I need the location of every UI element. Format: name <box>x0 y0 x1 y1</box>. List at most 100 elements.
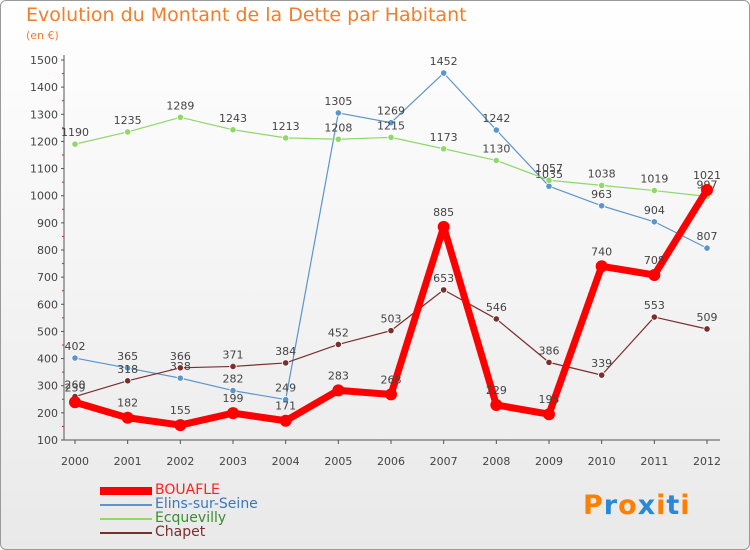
legend-swatch <box>100 518 152 520</box>
data-point-chapet <box>124 378 130 384</box>
x-tick-label: 2008 <box>482 455 510 468</box>
x-tick-label: 2007 <box>430 455 458 468</box>
data-point-elins-sur-seine <box>72 355 78 361</box>
data-point-bouafle <box>438 221 450 233</box>
legend-swatch <box>100 504 152 506</box>
y-tick-label: 1000 <box>30 190 58 203</box>
data-label-ecquevilly: 1057 <box>535 162 563 175</box>
data-label-bouafle: 239 <box>65 381 86 394</box>
data-label-chapet: 553 <box>644 299 665 312</box>
data-point-chapet <box>440 287 446 293</box>
data-label-ecquevilly: 1213 <box>272 120 300 133</box>
logo-letter: i <box>656 490 666 521</box>
data-point-elins-sur-seine <box>440 70 446 76</box>
y-tick-label: 400 <box>37 353 58 366</box>
x-tick-label: 2011 <box>640 455 668 468</box>
logo-letter: r <box>604 490 618 521</box>
x-tick-label: 2012 <box>693 455 721 468</box>
legend-swatch <box>100 532 152 534</box>
x-tick-label: 2006 <box>377 455 405 468</box>
data-label-elins-sur-seine: 249 <box>275 382 296 395</box>
data-point-chapet <box>651 314 657 320</box>
data-point-bouafle <box>227 407 239 419</box>
data-point-elins-sur-seine <box>651 219 657 225</box>
data-point-bouafle <box>648 269 660 281</box>
data-label-ecquevilly: 1190 <box>61 126 89 139</box>
data-point-bouafle <box>174 419 186 431</box>
data-point-chapet <box>335 341 341 347</box>
data-label-ecquevilly: 1289 <box>166 99 194 112</box>
data-point-ecquevilly <box>440 146 446 152</box>
data-label-chapet: 546 <box>486 301 507 314</box>
data-point-chapet <box>282 360 288 366</box>
logo-letter: i <box>680 490 690 521</box>
data-point-ecquevilly <box>388 134 394 140</box>
data-label-bouafle: 229 <box>486 384 507 397</box>
data-point-chapet <box>177 365 183 371</box>
data-point-bouafle <box>701 184 713 196</box>
data-label-elins-sur-seine: 963 <box>591 188 612 201</box>
y-tick-label: 1400 <box>30 81 58 94</box>
data-point-chapet <box>546 359 552 365</box>
data-point-bouafle <box>122 412 134 424</box>
data-label-elins-sur-seine: 904 <box>644 204 665 217</box>
data-label-elins-sur-seine: 1305 <box>324 95 352 108</box>
data-label-bouafle: 708 <box>644 254 665 267</box>
data-label-elins-sur-seine: 1242 <box>482 112 510 125</box>
data-point-ecquevilly <box>72 141 78 147</box>
y-tick-label: 100 <box>37 434 58 447</box>
data-label-ecquevilly: 1243 <box>219 112 247 125</box>
data-point-chapet <box>230 363 236 369</box>
data-label-elins-sur-seine: 282 <box>223 373 244 386</box>
data-point-ecquevilly <box>335 136 341 142</box>
data-label-chapet: 318 <box>117 363 138 376</box>
data-point-ecquevilly <box>651 187 657 193</box>
data-label-chapet: 509 <box>697 311 718 324</box>
y-tick-label: 800 <box>37 244 58 257</box>
data-point-ecquevilly <box>230 127 236 133</box>
data-label-chapet: 371 <box>223 348 244 361</box>
data-label-bouafle: 155 <box>170 404 191 417</box>
data-label-chapet: 384 <box>275 345 296 358</box>
data-label-elins-sur-seine: 807 <box>697 230 718 243</box>
data-point-elins-sur-seine <box>177 375 183 381</box>
data-label-bouafle: 283 <box>328 369 349 382</box>
data-label-chapet: 452 <box>328 326 349 339</box>
data-point-elins-sur-seine <box>598 203 604 209</box>
data-point-bouafle <box>385 388 397 400</box>
y-tick-label: 200 <box>37 407 58 420</box>
legend: BOUAFLE Elins-sur-Seine Ecquevilly Chapet <box>100 484 400 540</box>
data-point-bouafle <box>69 396 81 408</box>
data-point-bouafle <box>280 415 292 427</box>
logo-letter: t <box>666 490 680 521</box>
data-label-bouafle: 199 <box>223 392 244 405</box>
logo-letter: P <box>583 490 604 521</box>
legend-item: Chapet <box>100 526 400 540</box>
y-tick-label: 500 <box>37 325 58 338</box>
data-label-ecquevilly: 1208 <box>324 121 352 134</box>
data-label-chapet: 386 <box>539 344 560 357</box>
data-label-ecquevilly: 1130 <box>482 142 510 155</box>
legend-swatch <box>100 487 152 495</box>
y-tick-label: 600 <box>37 298 58 311</box>
data-label-chapet: 339 <box>591 357 612 370</box>
x-tick-label: 2009 <box>535 455 563 468</box>
data-label-bouafle: 740 <box>591 245 612 258</box>
data-label-ecquevilly: 1215 <box>377 119 405 132</box>
data-point-chapet <box>493 316 499 322</box>
x-tick-label: 2010 <box>588 455 616 468</box>
data-point-elins-sur-seine <box>335 110 341 116</box>
data-label-bouafle: 268 <box>381 373 402 386</box>
data-point-ecquevilly <box>598 182 604 188</box>
x-tick-label: 2000 <box>61 455 89 468</box>
data-label-bouafle: 1021 <box>693 169 721 182</box>
data-point-bouafle <box>543 408 555 420</box>
x-tick-label: 2003 <box>219 455 247 468</box>
y-tick-label: 300 <box>37 380 58 393</box>
data-point-ecquevilly <box>493 157 499 163</box>
legend-item: Elins-sur-Seine <box>100 498 400 512</box>
data-point-elins-sur-seine <box>493 127 499 133</box>
data-label-chapet: 366 <box>170 350 191 363</box>
data-point-ecquevilly <box>124 129 130 135</box>
line-chart: 1002003004005006007008009001000110012001… <box>0 0 750 550</box>
